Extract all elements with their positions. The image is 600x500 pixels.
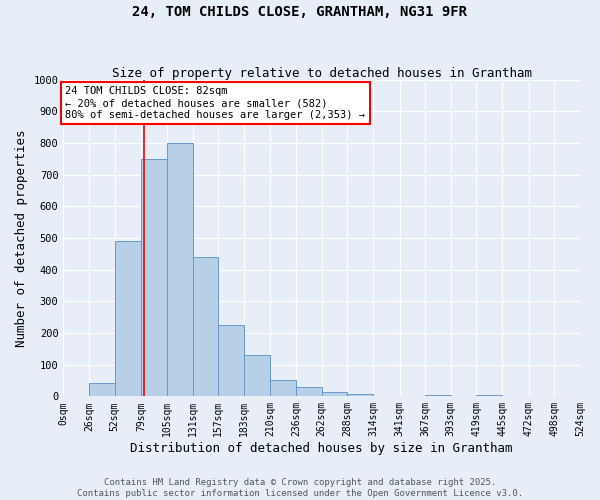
Bar	[322, 392, 347, 396]
Bar	[425, 394, 451, 396]
Bar	[141, 158, 167, 396]
Y-axis label: Number of detached properties: Number of detached properties	[15, 129, 28, 346]
Text: Contains HM Land Registry data © Crown copyright and database right 2025.
Contai: Contains HM Land Registry data © Crown c…	[77, 478, 523, 498]
Bar	[347, 394, 373, 396]
X-axis label: Distribution of detached houses by size in Grantham: Distribution of detached houses by size …	[130, 442, 513, 455]
Title: Size of property relative to detached houses in Grantham: Size of property relative to detached ho…	[112, 66, 532, 80]
Bar	[89, 383, 115, 396]
Bar	[271, 380, 296, 396]
Bar	[193, 257, 218, 396]
Bar	[218, 325, 244, 396]
Bar	[296, 388, 322, 396]
Bar	[244, 355, 271, 397]
Bar	[115, 241, 141, 396]
Bar	[167, 143, 193, 397]
Text: 24, TOM CHILDS CLOSE, GRANTHAM, NG31 9FR: 24, TOM CHILDS CLOSE, GRANTHAM, NG31 9FR	[133, 5, 467, 19]
Text: 24 TOM CHILDS CLOSE: 82sqm
← 20% of detached houses are smaller (582)
80% of sem: 24 TOM CHILDS CLOSE: 82sqm ← 20% of deta…	[65, 86, 365, 120]
Bar	[476, 394, 502, 396]
